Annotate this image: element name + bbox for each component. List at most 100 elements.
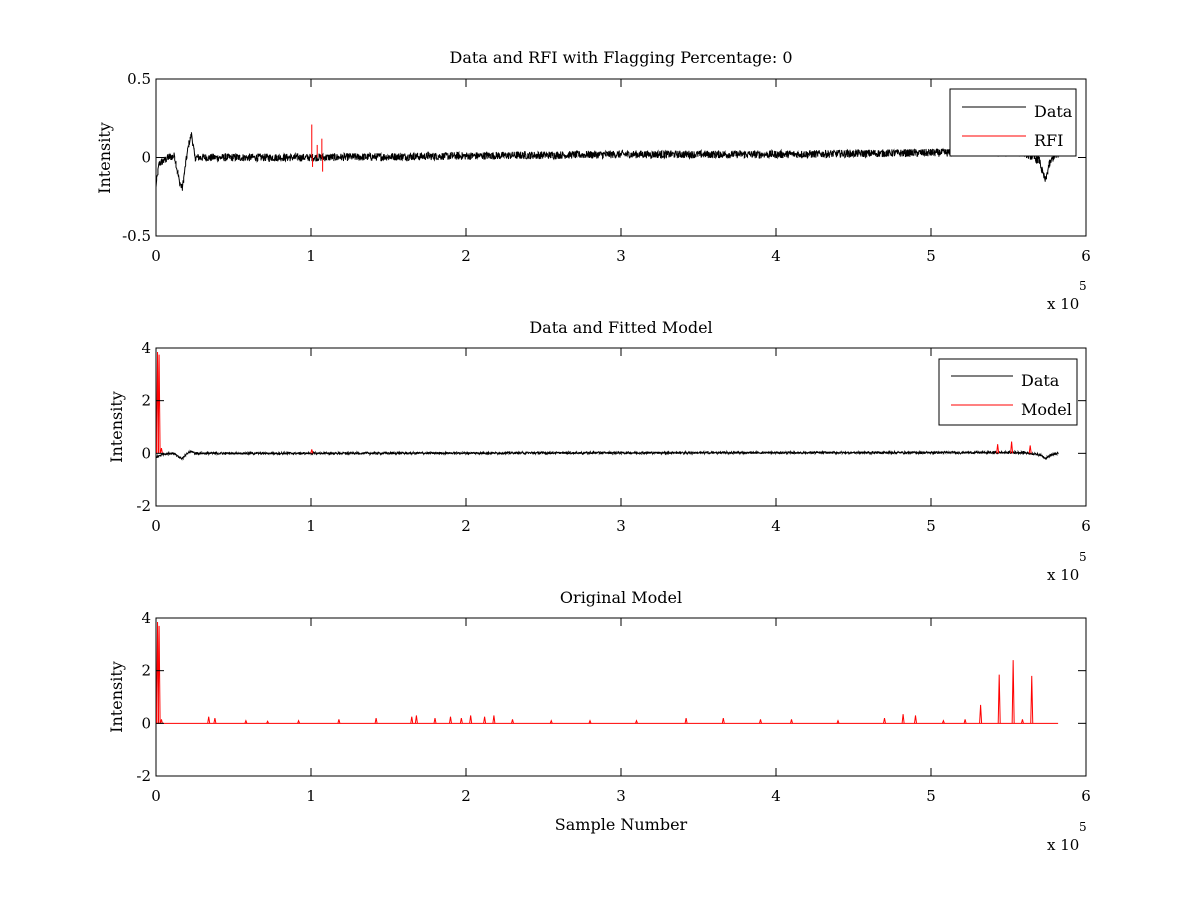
panel-2-xtick-label: 5 (926, 517, 936, 535)
panel-1: Data and RFI with Flagging Percentage: 0… (95, 48, 1091, 313)
panel-1-x-multiplier: x 10 (1047, 295, 1079, 313)
panel-3-x-multiplier: x 10 (1047, 836, 1079, 854)
panel-3-series-original-model-peak (483, 716, 487, 724)
panel-3-ytick-label: 4 (141, 609, 151, 627)
panel-3-series-original-model-peak (157, 625, 161, 724)
panel-2-ytick-label: 4 (141, 339, 151, 357)
panel-3-series-original-model-peak (244, 719, 248, 724)
panel-2-series-data (156, 449, 1059, 461)
panel-3-series-original-model-peak (374, 717, 378, 724)
panel-2-xtick-label: 0 (151, 517, 161, 535)
panel-3-ytick-label: 2 (141, 662, 151, 680)
panel-3-x-multiplier-exponent: 5 (1079, 820, 1087, 834)
panel-1-xtick-label: 5 (926, 247, 936, 265)
panel-1-x-multiplier-exponent: 5 (1079, 279, 1087, 293)
panel-2-ytick-label: 0 (141, 444, 151, 462)
panel-1-series-data (156, 132, 1059, 191)
panel-3-series-original-model-peak (266, 720, 270, 724)
panel-3-xtick-label: 5 (926, 787, 936, 805)
panel-3-series-original-model-peak (213, 717, 217, 724)
panel-3-xtick-label: 1 (306, 787, 316, 805)
panel-3-series-original-model-peak (979, 704, 983, 724)
panel-2-series-model-peak (1028, 445, 1032, 454)
panel-1-legend-data-label: Data (1034, 102, 1073, 121)
panel-1-xtick-label: 3 (616, 247, 626, 265)
panel-3-series-original-model-peak (1030, 675, 1034, 724)
panel-3-xtick-label: 6 (1081, 787, 1091, 805)
panel-2-legend-box (938, 358, 1078, 426)
panel-3-series-original-model-peak (410, 716, 414, 724)
panel-2-xtick-label: 1 (306, 517, 316, 535)
panel-1-legend-rfi-label: RFI (1034, 131, 1063, 150)
panel-2-series-model-peak (159, 447, 163, 454)
panel-3-axes-frame (155, 617, 1087, 777)
panel-3-series-original-model-peak (337, 719, 341, 724)
panel-3-ytick-label: -2 (136, 767, 151, 785)
panel-2-series-model-peak (310, 449, 314, 454)
panel-1-xtick-label: 0 (151, 247, 161, 265)
panel-3-series-original-model-peak (588, 719, 592, 724)
panel-2-legend-model-label: Model (1021, 400, 1072, 419)
panel-1-legend-box (949, 88, 1077, 157)
panel-3-series-original-model-peak (469, 715, 473, 724)
panel-2-series-model-peak (1010, 441, 1014, 454)
panel-3-series-original-model-peak (914, 715, 917, 724)
panel-3-series-original-model-peak (721, 717, 725, 724)
panel-3-xtick-label: 3 (616, 787, 626, 805)
panel-3-xtick-label: 2 (461, 787, 471, 805)
panel-2-xtick-label: 3 (616, 517, 626, 535)
panel-3-series-original-model-peak (433, 717, 437, 724)
panel-3-series-original-model-peak (635, 719, 638, 724)
panel-1-plot-area (156, 124, 1059, 191)
panel-3-xtick-label: 0 (151, 787, 161, 805)
panel-1-ytick-label: -0.5 (122, 227, 151, 245)
panel-3-xlabel: Sample Number (555, 815, 688, 834)
panel-3-series-original-model-peak (901, 714, 905, 724)
panel-2-xtick-label: 2 (461, 517, 471, 535)
panel-3-series-original-model-peak (790, 719, 793, 724)
panel-3-xtick-label: 4 (771, 787, 781, 805)
panel-3-series-original-model-peak (1020, 719, 1024, 724)
panel-1-title: Data and RFI with Flagging Percentage: 0 (449, 48, 792, 67)
panel-3-plot-area (156, 621, 1059, 724)
panel-1-xtick-label: 2 (461, 247, 471, 265)
panel-1-ytick-label: 0.5 (127, 70, 151, 88)
panel-3-series-original-model-peak (492, 715, 496, 724)
panel-3-series-original-model-peak (963, 719, 967, 724)
panel-2-xtick-label: 4 (771, 517, 781, 535)
panel-3-series-original-model-peak (297, 719, 301, 724)
panel-2-ytick-label: -2 (136, 497, 151, 515)
panel-3-series-original-model-peak (759, 719, 762, 724)
panel-3-series-original-model-peak (997, 674, 1001, 724)
panel-1-ylabel: Intensity (95, 122, 114, 194)
panel-3-ylabel: Intensity (107, 661, 126, 733)
panel-2-xtick-label: 6 (1081, 517, 1091, 535)
panel-2-ytick-label: 2 (141, 392, 151, 410)
panel-3-series-original-model-peak (549, 719, 553, 724)
panel-3-series-original-model-peak (941, 719, 945, 724)
panel-2-x-multiplier-exponent: 5 (1079, 550, 1087, 564)
panel-2-series-model-peak (157, 354, 161, 454)
panel-3-series-original-model-peak (414, 715, 418, 724)
panel-3-series-original-model-peak (459, 717, 463, 724)
panel-1-xtick-label: 4 (771, 247, 781, 265)
panel-1-ytick-label: 0 (141, 149, 151, 167)
panel-3-series-original-model-peak (449, 716, 452, 724)
panel-3-series-original-model-peak (883, 717, 886, 724)
panel-3-series-original-model-peak (207, 716, 211, 724)
panel-3-ytick-label: 0 (141, 714, 151, 732)
panel-3-series-original-model-peak (159, 719, 163, 724)
panel-2-title: Data and Fitted Model (529, 318, 712, 337)
panel-2-x-multiplier: x 10 (1047, 566, 1079, 584)
panel-1-legend: Data RFI (949, 88, 1077, 157)
panel-3-series-original-model-peak (684, 717, 688, 724)
panel-3-series-original-model-peak (1011, 660, 1015, 724)
panel-3-title: Original Model (560, 588, 682, 607)
panel-1-ticks: 0 1 2 3 4 5 6-0.500.5 (122, 70, 1091, 265)
panel-2-plot-area (156, 351, 1059, 461)
